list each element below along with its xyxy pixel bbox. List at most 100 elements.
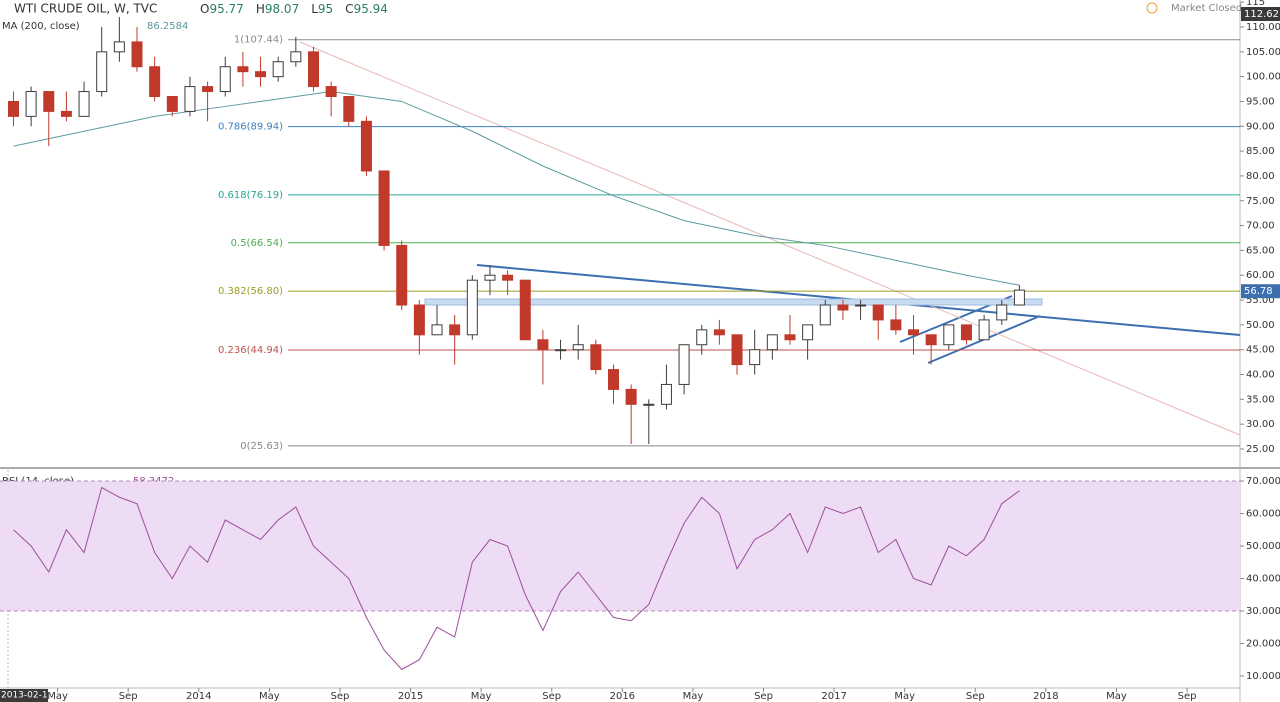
price-tag-label: 56.78 <box>1244 286 1273 297</box>
candle-body <box>872 304 884 321</box>
candle-body <box>166 96 178 112</box>
candle-body <box>784 334 796 341</box>
candle-body <box>96 51 108 93</box>
candle-body <box>855 304 867 307</box>
candle-body <box>113 41 125 53</box>
y-tick-label: 30.00 <box>1246 419 1275 430</box>
rsi-band <box>0 481 1240 611</box>
candle-body <box>396 244 408 306</box>
y-tick-label: 75.00 <box>1246 196 1275 207</box>
candle-body <box>149 66 161 98</box>
y-tick-label: 10.0000 <box>1246 671 1280 682</box>
zone <box>424 298 1043 306</box>
x-tick-label: May <box>471 691 492 702</box>
candle-body <box>502 274 514 281</box>
y-tick-label: 30.0000 <box>1246 606 1280 617</box>
price-tag <box>1241 284 1280 299</box>
x-tick-label: May <box>47 691 68 702</box>
x-tick-label: 2015 <box>398 691 423 702</box>
price-tag <box>1241 6 1280 21</box>
ohlc-item: L95 <box>311 2 333 16</box>
start-date: 2013-02-11 <box>1 691 53 701</box>
y-tick-label: 20.0000 <box>1246 638 1280 649</box>
fib-label: 1(107.44) <box>234 35 283 46</box>
y-tick-label: 70.00 <box>1246 221 1275 232</box>
candle-body <box>184 86 196 112</box>
candle-body <box>943 324 955 346</box>
candle-body <box>378 170 390 246</box>
candle-body <box>837 304 849 311</box>
candle-body <box>343 96 355 122</box>
candle-body <box>608 369 619 390</box>
y-tick-label: 110.00 <box>1246 22 1280 33</box>
y-tick-label: 85.00 <box>1246 146 1275 157</box>
x-tick-label: Sep <box>119 691 138 702</box>
ma-last: 86.2584 <box>147 21 188 32</box>
x-tick-label: May <box>1106 691 1127 702</box>
date-tag <box>0 689 48 702</box>
symbol: WTI CRUDE OIL, W, TVC <box>14 2 157 16</box>
candle-body <box>925 334 937 346</box>
candle-body <box>131 41 143 68</box>
candle-body <box>78 91 90 117</box>
rsi-line <box>13 486 1020 671</box>
ohlc-value: 95 <box>318 2 333 16</box>
candle-body <box>572 344 584 351</box>
x-tick-label: Sep <box>966 691 985 702</box>
fib-label: 0.382(56.80) <box>218 286 283 297</box>
y-tick-label: 65.00 <box>1246 245 1275 256</box>
fib-label: 0.786(89.94) <box>218 122 283 133</box>
ohlc-item: H98.07 <box>256 2 299 16</box>
candle-body <box>484 274 496 281</box>
y-tick-label: 95.00 <box>1246 96 1275 107</box>
fib-label: 0.618(76.19) <box>218 190 283 201</box>
y-tick-label: 50.0000 <box>1246 541 1280 552</box>
candle-body <box>660 383 672 405</box>
x-tick-label: Sep <box>331 691 350 702</box>
candle-body <box>202 86 214 93</box>
x-tick-label: May <box>683 691 704 702</box>
y-tick-label: 40.0000 <box>1246 574 1280 585</box>
candle-body <box>749 349 761 366</box>
candle-body <box>731 334 743 366</box>
candle-body <box>272 61 284 78</box>
fan-line <box>299 41 1241 436</box>
status: Market Closed <box>1171 3 1242 14</box>
ohlc-key: C <box>345 2 353 16</box>
candle-body <box>466 279 478 336</box>
ohlc-key: O <box>200 2 209 16</box>
candle-body <box>360 120 372 172</box>
y-tick-label: 115 <box>1246 0 1265 8</box>
candle-body <box>325 86 337 98</box>
candle-body <box>519 279 531 341</box>
ohlc-value: 95.77 <box>209 2 243 16</box>
candle-body <box>766 334 778 351</box>
candle-body <box>25 91 37 117</box>
x-tick-label: 2017 <box>821 691 846 702</box>
candle-body <box>255 71 267 78</box>
ohlc-item: O95.77 <box>200 2 244 16</box>
candle-body <box>643 403 655 406</box>
x-tick-label: 2018 <box>1033 691 1058 702</box>
fib-label: 0(25.63) <box>240 441 283 452</box>
y-tick-label: 90.00 <box>1246 121 1275 132</box>
ma-label: MA (200, close) <box>2 21 80 32</box>
x-tick-label: Sep <box>542 691 561 702</box>
y-tick-label: 35.00 <box>1246 394 1275 405</box>
candle-body <box>678 344 690 385</box>
candle-body <box>819 304 831 326</box>
y-tick-label: 70.0000 <box>1246 476 1280 487</box>
y-tick-label: 105.00 <box>1246 47 1280 58</box>
x-tick-label: 2016 <box>610 691 635 702</box>
candle-body <box>996 304 1008 321</box>
candle-body <box>413 304 425 336</box>
candle-body <box>60 110 72 117</box>
ohlc-key: H <box>256 2 265 16</box>
candle-body <box>7 100 19 117</box>
y-tick-label: 80.00 <box>1246 171 1275 182</box>
candle-body <box>625 388 637 405</box>
price-tag-label: 112.62 <box>1244 9 1279 20</box>
candle-body <box>449 324 461 336</box>
